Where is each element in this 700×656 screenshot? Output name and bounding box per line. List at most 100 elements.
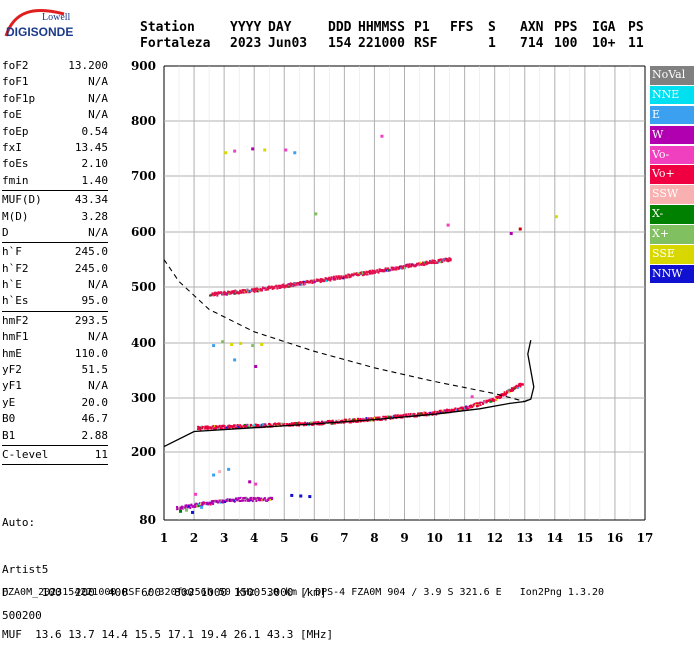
echo-point <box>391 415 394 418</box>
echo-point <box>264 423 267 426</box>
echo-point <box>205 425 208 428</box>
echo-point <box>230 292 233 295</box>
echo-point <box>393 414 396 417</box>
echo-point <box>344 419 347 422</box>
echo-point <box>506 390 509 393</box>
echo-point <box>473 403 476 406</box>
param-value: 13.200 <box>68 59 108 72</box>
echo-point <box>198 502 201 505</box>
echo-point <box>235 426 238 429</box>
echo-point <box>369 271 372 274</box>
echo-point <box>228 424 231 427</box>
echo-point <box>387 270 390 273</box>
echo-point <box>554 215 558 219</box>
echo-point <box>312 279 315 282</box>
echo-point <box>201 501 204 504</box>
echo-point <box>446 223 450 227</box>
param-value: 245.0 <box>74 245 108 259</box>
echo-point <box>311 279 314 282</box>
header-row1-cell: DAY <box>268 20 292 35</box>
echo-point <box>476 405 479 408</box>
echo-point <box>216 294 219 297</box>
echo-point <box>246 288 249 291</box>
echo-point <box>424 261 427 264</box>
echo-point <box>223 424 226 427</box>
param-key: yF2 <box>2 363 22 377</box>
echo-point <box>228 293 231 296</box>
echo-point <box>358 418 361 421</box>
echo-point <box>221 340 225 344</box>
echo-point <box>459 407 462 410</box>
param-row: hmE 110.0 <box>2 346 108 362</box>
echo-point <box>353 418 356 421</box>
echo-point <box>383 270 386 273</box>
echo-point <box>221 501 224 504</box>
echo-point <box>335 419 338 422</box>
echo-point <box>472 403 475 406</box>
echo-point <box>250 496 253 499</box>
echo-point <box>240 425 243 428</box>
echo-point <box>200 505 204 509</box>
echo-point <box>441 410 444 413</box>
echo-point <box>425 261 428 264</box>
echo-point <box>302 280 305 283</box>
echo-point <box>215 427 218 430</box>
echo-point <box>460 406 463 409</box>
echo-point <box>219 291 222 294</box>
legend-item: SSW <box>650 185 694 204</box>
param-value: 2.10 <box>81 157 109 171</box>
echo-point <box>466 406 469 409</box>
echo-point <box>296 283 299 286</box>
param-key: B1 <box>2 428 16 442</box>
echo-point <box>417 413 420 416</box>
echo-point <box>240 290 243 293</box>
echo-point <box>490 399 493 402</box>
echo-point <box>355 273 358 276</box>
echo-point <box>238 497 241 500</box>
echo-point <box>286 284 289 287</box>
echo-point <box>465 405 468 408</box>
echo-point <box>379 270 382 273</box>
x-tick-label: 6 <box>310 531 318 545</box>
echo-point <box>405 264 408 267</box>
echo-point <box>228 498 231 501</box>
echo-point <box>349 421 352 424</box>
echo-point <box>431 411 434 414</box>
param-key: hmF2 <box>2 313 29 327</box>
echo-point <box>502 393 505 396</box>
echo-point <box>331 422 334 425</box>
x-tick-label: 8 <box>370 531 378 545</box>
echo-point <box>272 286 275 289</box>
echo-point <box>324 278 327 281</box>
echo-point <box>366 273 369 276</box>
echo-point <box>263 287 266 290</box>
echo-point <box>365 417 368 420</box>
echo-point <box>248 426 251 429</box>
echo-point <box>248 291 251 294</box>
echo-point <box>431 259 434 262</box>
echo-point <box>348 419 351 422</box>
echo-point <box>314 421 317 424</box>
echo-point <box>263 497 266 500</box>
echo-point <box>217 426 220 429</box>
echo-point <box>186 505 189 508</box>
echo-point <box>252 497 255 500</box>
header-row1-cell: PS <box>628 20 644 35</box>
echo-point <box>178 506 181 509</box>
echo-point <box>278 422 281 425</box>
echo-point <box>302 283 305 286</box>
echo-point <box>201 427 204 430</box>
echo-point <box>254 288 257 291</box>
echo-point <box>338 276 341 279</box>
param-row: h`F 245.0 <box>2 244 108 260</box>
param-key: fxI <box>2 140 22 154</box>
echo-point <box>239 496 242 499</box>
echo-point <box>406 264 409 267</box>
echo-point <box>288 283 291 286</box>
echo-point <box>251 147 255 151</box>
echo-point <box>318 423 321 426</box>
echo-point <box>490 400 493 403</box>
echo-point <box>199 428 202 431</box>
echo-point <box>365 273 368 276</box>
echo-point <box>400 267 403 270</box>
